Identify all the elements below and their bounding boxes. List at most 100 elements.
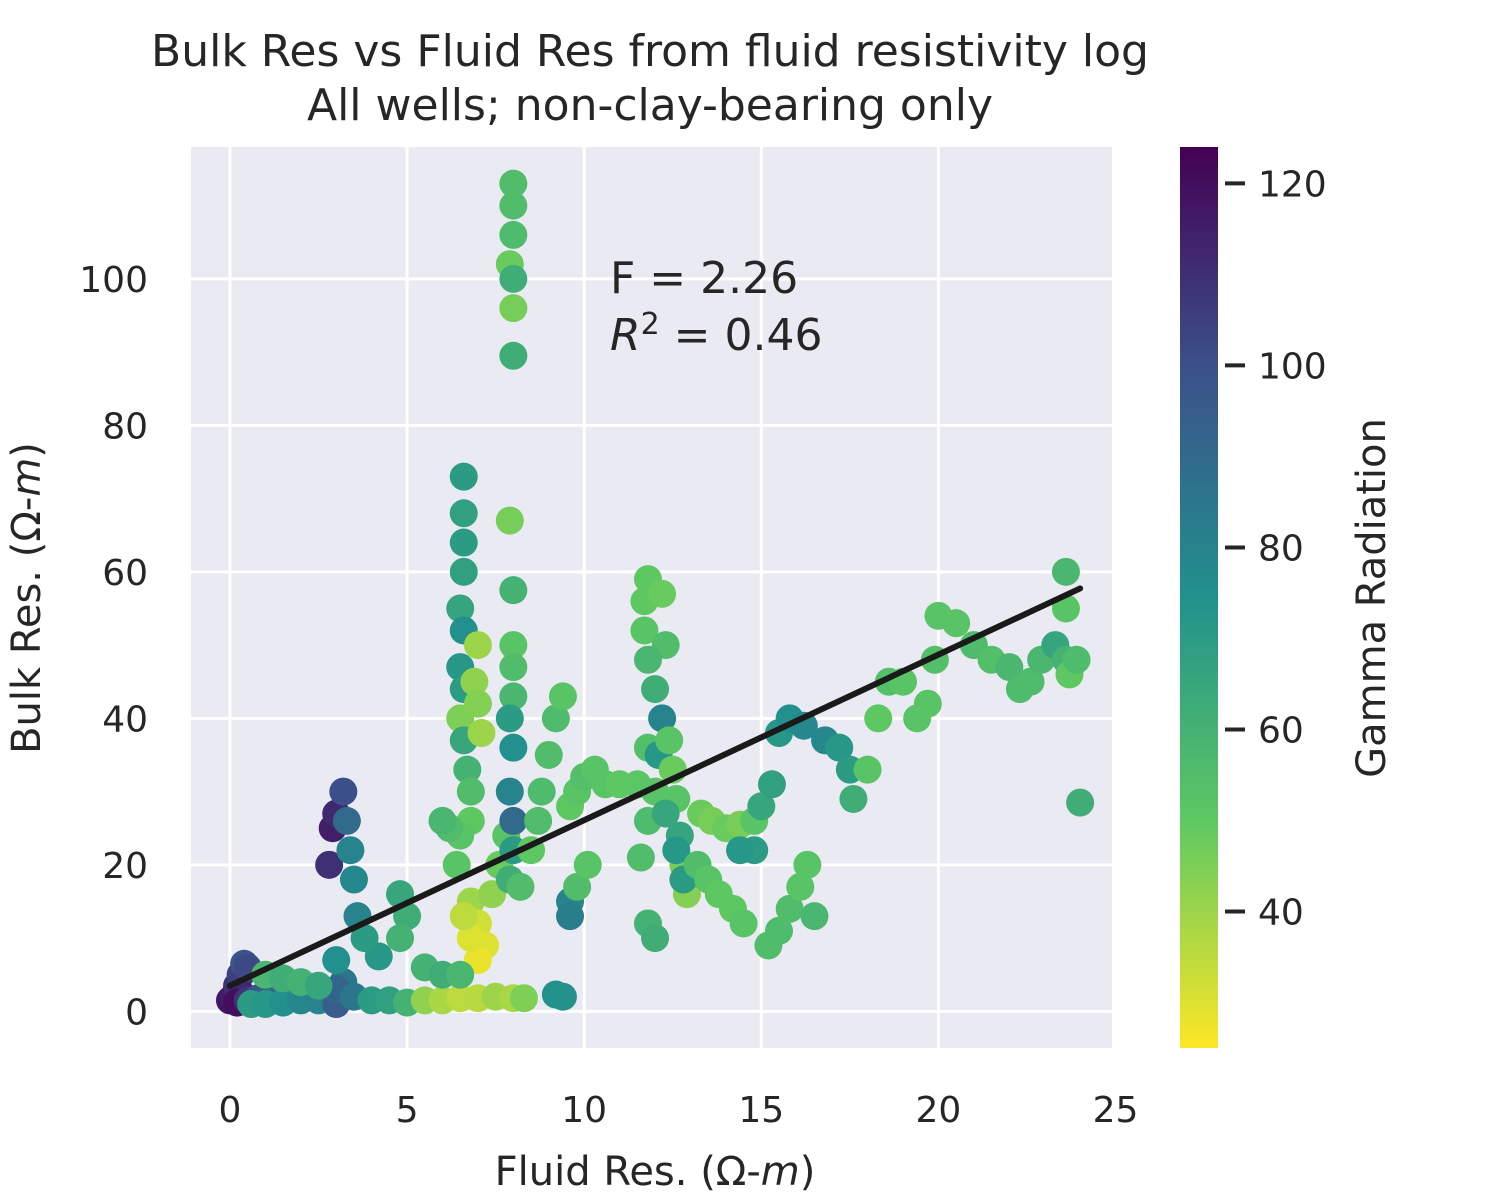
y-axis-title: Bulk Res. (Ω-m) xyxy=(4,442,50,754)
data-point xyxy=(633,645,662,674)
data-point xyxy=(499,191,528,220)
data-point xyxy=(350,924,379,953)
data-point xyxy=(322,946,351,975)
data-point xyxy=(541,704,570,733)
data-point xyxy=(641,675,670,704)
fit-line xyxy=(226,585,1084,989)
y-tick-label: 40 xyxy=(102,699,148,740)
data-point xyxy=(449,528,478,557)
chart-subtitle: All wells; non-clay-bearing only xyxy=(306,80,994,131)
y-tick-label: 0 xyxy=(125,992,148,1033)
data-point xyxy=(449,462,478,491)
data-point xyxy=(1016,667,1045,696)
colorbar xyxy=(1180,147,1218,1048)
data-point xyxy=(853,755,882,784)
annotation-r-squared: R2 = 0.46 xyxy=(610,307,822,361)
data-point xyxy=(499,264,528,293)
data-point xyxy=(499,806,528,835)
data-point xyxy=(793,850,822,879)
data-point xyxy=(456,924,485,953)
data-point xyxy=(499,576,528,605)
data-point xyxy=(786,872,815,901)
y-axis-title-close: ) xyxy=(4,442,50,458)
data-point xyxy=(942,609,971,638)
data-point xyxy=(315,850,344,879)
chart-title: Bulk Res vs Fluid Res from fluid resisti… xyxy=(151,26,1149,77)
data-point xyxy=(662,836,691,865)
data-point xyxy=(385,924,414,953)
data-point xyxy=(655,726,684,755)
data-point xyxy=(1066,788,1095,817)
data-point xyxy=(336,836,365,865)
data-point xyxy=(499,653,528,682)
data-point xyxy=(626,843,655,872)
data-point xyxy=(729,909,758,938)
data-point xyxy=(573,850,602,879)
data-point xyxy=(463,631,492,660)
x-tick-label: 15 xyxy=(738,1090,784,1131)
data-point xyxy=(499,631,528,660)
data-point xyxy=(446,960,475,989)
y-tick-label: 60 xyxy=(102,553,148,594)
annotation-f-value: F = 2.26 xyxy=(610,253,798,304)
data-point xyxy=(765,916,794,945)
colorbar-label: Gamma Radiation xyxy=(1349,418,1395,778)
r-value: = 0.46 xyxy=(660,310,823,361)
data-point xyxy=(506,872,535,901)
colorbar-tick-label: 120 xyxy=(1258,164,1327,205)
colorbar-tick-label: 100 xyxy=(1258,346,1327,387)
data-point xyxy=(1062,645,1091,674)
data-point xyxy=(1051,557,1080,586)
data-point xyxy=(460,667,489,696)
x-axis-title-main: Fluid Res. (Ω- xyxy=(495,1149,761,1195)
x-tick-label: 5 xyxy=(396,1090,419,1131)
data-point xyxy=(747,792,776,821)
data-point xyxy=(775,894,804,923)
data-point xyxy=(630,616,659,645)
x-tick-label: 25 xyxy=(1093,1090,1139,1131)
data-point xyxy=(499,294,528,323)
x-axis-title-close: ) xyxy=(800,1149,816,1195)
data-point xyxy=(800,902,829,931)
data-point xyxy=(556,902,585,931)
x-axis-title: Fluid Res. (Ω-m) xyxy=(495,1149,816,1195)
data-point xyxy=(757,770,786,799)
data-point xyxy=(641,924,670,953)
x-tick-label: 10 xyxy=(561,1090,607,1131)
data-point xyxy=(304,971,333,1000)
data-point xyxy=(648,704,677,733)
data-point xyxy=(467,719,496,748)
data-point xyxy=(332,806,361,835)
data-point xyxy=(913,689,942,718)
data-point xyxy=(527,777,556,806)
data-point xyxy=(534,740,563,769)
data-point xyxy=(495,506,524,535)
colorbar-tick-label: 80 xyxy=(1258,528,1304,569)
data-point xyxy=(548,682,577,711)
data-points xyxy=(215,169,1095,1019)
colorbar-tick-label: 40 xyxy=(1258,892,1304,933)
x-tick-label: 20 xyxy=(916,1090,962,1131)
x-tick-label: 0 xyxy=(219,1090,242,1131)
data-point xyxy=(428,806,457,835)
data-point xyxy=(449,499,478,528)
data-point xyxy=(463,689,492,718)
y-tick-label: 20 xyxy=(102,846,148,887)
r-exponent: 2 xyxy=(641,307,660,342)
data-point xyxy=(524,806,553,835)
data-point xyxy=(329,777,358,806)
data-point xyxy=(726,836,755,865)
y-axis-title-unit: m xyxy=(4,458,50,497)
data-point xyxy=(442,850,471,879)
data-point xyxy=(548,982,577,1011)
data-point xyxy=(446,594,475,623)
data-point xyxy=(499,169,528,198)
data-point xyxy=(864,704,893,733)
data-point xyxy=(499,682,528,711)
data-point xyxy=(509,984,538,1013)
data-point xyxy=(453,755,482,784)
colorbar-ticks: 40 60 80 100 120 xyxy=(1225,164,1327,933)
data-point xyxy=(499,341,528,370)
y-tick-label: 100 xyxy=(79,260,148,301)
